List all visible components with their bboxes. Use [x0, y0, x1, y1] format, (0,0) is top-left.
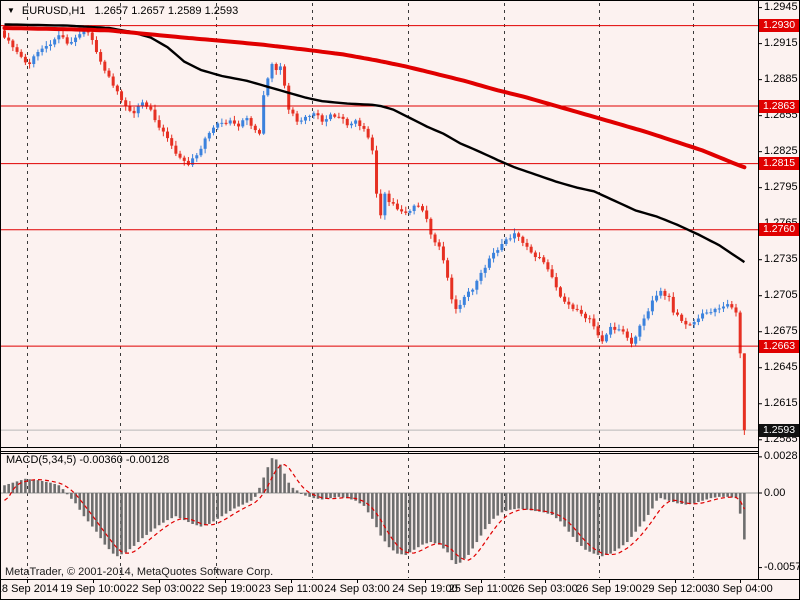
price-axis[interactable]: 1.2945 1.2915 1.2885 1.2855 1.2825 1.2795 1.27…	[758, 1, 799, 579]
price-tick-label: 1.2705	[764, 289, 798, 302]
price-tick-label: 1.2825	[764, 145, 798, 158]
macd-scale-label: 0.00	[764, 486, 786, 499]
symbol-dropdown-icon[interactable]: ▼	[7, 6, 15, 15]
time-tick-label: 25 Sep 11:00	[448, 583, 514, 595]
time-tick-label: 24 Sep 03:00	[324, 583, 390, 595]
watermark-copyright: MetaTrader, © 2001-2014, MetaQuotes Soft…	[5, 566, 274, 578]
time-tick-label: 30 Sep 04:00	[707, 583, 773, 595]
macd-values: -0.00360 -0.00128	[79, 454, 170, 466]
price-tick-label: 1.2615	[764, 397, 798, 410]
price-tick-label: 1.2945	[764, 1, 798, 14]
price-tick-label: 1.2735	[764, 253, 798, 266]
price-level-badge: 1.2663	[759, 339, 799, 353]
time-tick-label: 19 Sep 10:00	[60, 583, 126, 595]
time-tick-label: 23 Sep 11:00	[258, 583, 324, 595]
price-tick-label: 1.2795	[764, 181, 798, 194]
time-tick-label: 29 Sep 12:00	[642, 583, 708, 595]
chart-title: ▼ EURUSD,H1 1.2657 1.2657 1.2589 1.2593	[7, 5, 238, 17]
price-tick-label: 1.2645	[764, 361, 798, 374]
time-tick-label: 18 Sep 2014	[0, 583, 59, 595]
price-level-badge: 1.2760	[759, 223, 799, 237]
symbol-timeframe-label: EURUSD,H1	[21, 5, 86, 17]
price-level-badge: 1.2815	[759, 157, 799, 171]
price-level-badge: 1.2930	[759, 19, 799, 33]
macd-name: MACD(5,34,5)	[6, 454, 77, 466]
price-tick-label: 1.2885	[764, 73, 798, 86]
price-level-badge: 1.2863	[759, 99, 799, 113]
time-tick-label: 26 Sep 03:00	[512, 583, 578, 595]
macd-scale-label: -0.00578	[764, 561, 799, 574]
time-tick-label: 22 Sep 03:00	[126, 583, 192, 595]
price-chart[interactable]	[1, 1, 759, 449]
time-axis[interactable]: 18 Sep 2014 19 Sep 10:00 22 Sep 03:00 22 Se…	[0, 579, 799, 599]
time-tick-label: 22 Sep 19:00	[192, 583, 258, 595]
macd-indicator-label: MACD(5,34,5) -0.00360 -0.00128	[6, 454, 169, 466]
macd-panel-chart[interactable]	[1, 453, 759, 579]
price-tick-label: 1.2915	[764, 37, 798, 50]
bid-price-badge: 1.2593	[759, 423, 799, 437]
time-tick-label: 24 Sep 19:00	[392, 583, 458, 595]
price-tick-label: 1.2675	[764, 325, 798, 338]
time-tick-label: 26 Sep 19:00	[576, 583, 642, 595]
ohlc-values: 1.2657 1.2657 1.2589 1.2593	[94, 5, 239, 17]
macd-scale-label: 0.0028	[764, 450, 798, 463]
